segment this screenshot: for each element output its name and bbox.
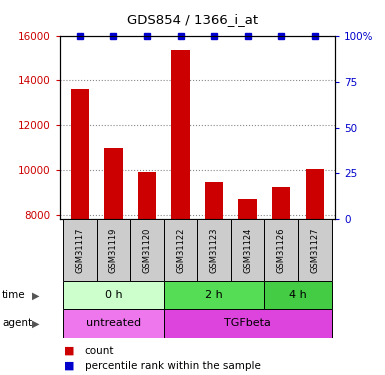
Bar <box>298 219 331 281</box>
Text: untreated: untreated <box>86 318 141 328</box>
Bar <box>164 281 264 309</box>
Bar <box>197 219 231 281</box>
Bar <box>63 219 97 281</box>
Text: ▶: ▶ <box>32 290 39 300</box>
Text: ▶: ▶ <box>32 318 39 328</box>
Bar <box>238 199 257 219</box>
Text: GSM31119: GSM31119 <box>109 228 118 273</box>
Bar <box>97 219 130 281</box>
Bar <box>164 309 331 338</box>
Text: ■: ■ <box>64 346 74 355</box>
Text: GSM31117: GSM31117 <box>75 228 84 273</box>
Bar <box>70 89 89 219</box>
Text: GSM31126: GSM31126 <box>277 228 286 273</box>
Bar <box>306 169 324 219</box>
Text: 2 h: 2 h <box>205 290 223 300</box>
Text: agent: agent <box>2 318 32 328</box>
Text: GSM31124: GSM31124 <box>243 228 252 273</box>
Bar <box>264 281 331 309</box>
Bar <box>272 187 290 219</box>
Text: TGFbeta: TGFbeta <box>224 318 271 328</box>
Text: GSM31127: GSM31127 <box>310 228 319 273</box>
Bar <box>171 50 190 219</box>
Text: GSM31123: GSM31123 <box>209 228 219 273</box>
Bar <box>138 172 156 219</box>
Bar <box>104 148 122 219</box>
Text: 0 h: 0 h <box>105 290 122 300</box>
Text: time: time <box>2 290 25 300</box>
Text: ■: ■ <box>64 361 74 370</box>
Bar <box>63 281 164 309</box>
Bar <box>164 219 197 281</box>
Text: count: count <box>85 346 114 355</box>
Text: percentile rank within the sample: percentile rank within the sample <box>85 361 261 370</box>
Text: GSM31122: GSM31122 <box>176 228 185 273</box>
Bar <box>205 182 223 219</box>
Text: 4 h: 4 h <box>289 290 307 300</box>
Bar <box>130 219 164 281</box>
Bar <box>63 309 164 338</box>
Bar <box>231 219 264 281</box>
Bar <box>264 219 298 281</box>
Text: GSM31120: GSM31120 <box>142 228 151 273</box>
Text: GDS854 / 1366_i_at: GDS854 / 1366_i_at <box>127 13 258 26</box>
